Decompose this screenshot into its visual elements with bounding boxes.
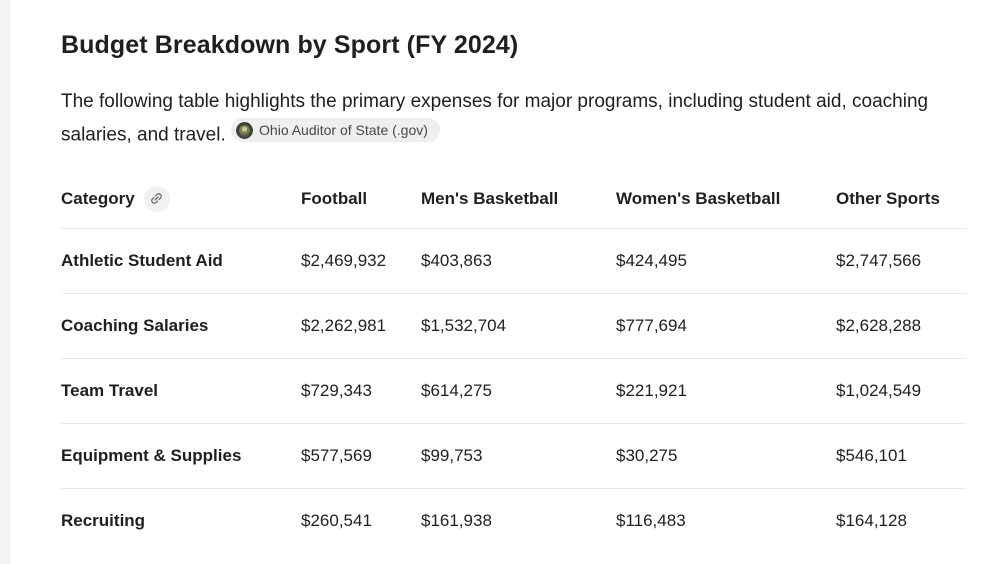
cell-value-mens-basketball: $1,532,704	[421, 315, 507, 335]
left-gutter-strip	[0, 0, 10, 564]
cell-value-womens-basketball: $221,921	[616, 380, 687, 400]
cell-value-other-sports: $2,747,566	[836, 250, 922, 270]
cell-value-womens-basketball: $30,275	[616, 445, 678, 465]
cell-value-other-sports: $546,101	[836, 445, 907, 465]
cell-value-other-sports: $164,128	[836, 511, 907, 530]
cell-value-football: $577,569	[301, 445, 372, 465]
column-header-category: Category	[61, 185, 301, 212]
cell-value-mens-basketball: $161,938	[421, 511, 492, 530]
source-citation-badge[interactable]: Ohio Auditor of State (.gov)	[231, 118, 440, 142]
cell-category: Coaching Salaries	[61, 315, 209, 335]
cell-value-mens-basketball: $403,863	[421, 250, 492, 270]
table-row-recruiting: Recruiting $260,541 $161,938 $116,483 $1…	[61, 489, 966, 554]
main-content: Budget Breakdown by Sport (FY 2024) The …	[61, 0, 966, 554]
cell-value-football: $2,262,981	[301, 315, 387, 335]
column-header-football: Football	[301, 188, 368, 208]
table-row-equipment-supplies: Equipment & Supplies $577,569 $99,753 $3…	[61, 424, 966, 489]
cell-value-other-sports: $2,628,288	[836, 315, 922, 335]
cell-value-womens-basketball: $424,495	[616, 250, 687, 270]
column-header-other-sports: Other Sports	[836, 188, 940, 208]
cell-category: Recruiting	[61, 511, 146, 530]
column-header-womens-basketball: Women's Basketball	[616, 188, 781, 208]
ohio-auditor-seal-favicon-icon	[236, 121, 254, 139]
source-badge-label: Ohio Auditor of State (.gov)	[259, 122, 428, 138]
description-text: The following table highlights the prima…	[61, 85, 966, 152]
cell-category: Team Travel	[61, 380, 159, 400]
cell-value-football: $729,343	[301, 380, 372, 400]
table-row-athletic-student-aid: Athletic Student Aid $2,469,932 $403,863…	[61, 229, 966, 294]
cell-value-mens-basketball: $614,275	[421, 380, 492, 400]
column-header-mens-basketball: Men's Basketball	[421, 188, 559, 208]
table-row-coaching-salaries: Coaching Salaries $2,262,981 $1,532,704 …	[61, 294, 966, 359]
table-row-team-travel: Team Travel $729,343 $614,275 $221,921 $…	[61, 359, 966, 424]
budget-table: Category Football Men's Basketball Women…	[61, 185, 966, 554]
cell-value-womens-basketball: $116,483	[616, 511, 686, 530]
link-icon[interactable]	[143, 185, 170, 212]
table-header-row: Category Football Men's Basketball Women…	[61, 185, 966, 229]
cell-value-football: $2,469,932	[301, 250, 387, 270]
cell-value-womens-basketball: $777,694	[616, 315, 687, 335]
cell-category: Athletic Student Aid	[61, 250, 223, 270]
cell-value-mens-basketball: $99,753	[421, 445, 483, 465]
description-body: The following table highlights the prima…	[61, 91, 929, 146]
cell-value-football: $260,541	[301, 511, 372, 530]
cell-category: Equipment & Supplies	[61, 445, 242, 465]
page-title: Budget Breakdown by Sport (FY 2024)	[61, 31, 519, 59]
cell-value-other-sports: $1,024,549	[836, 380, 922, 400]
